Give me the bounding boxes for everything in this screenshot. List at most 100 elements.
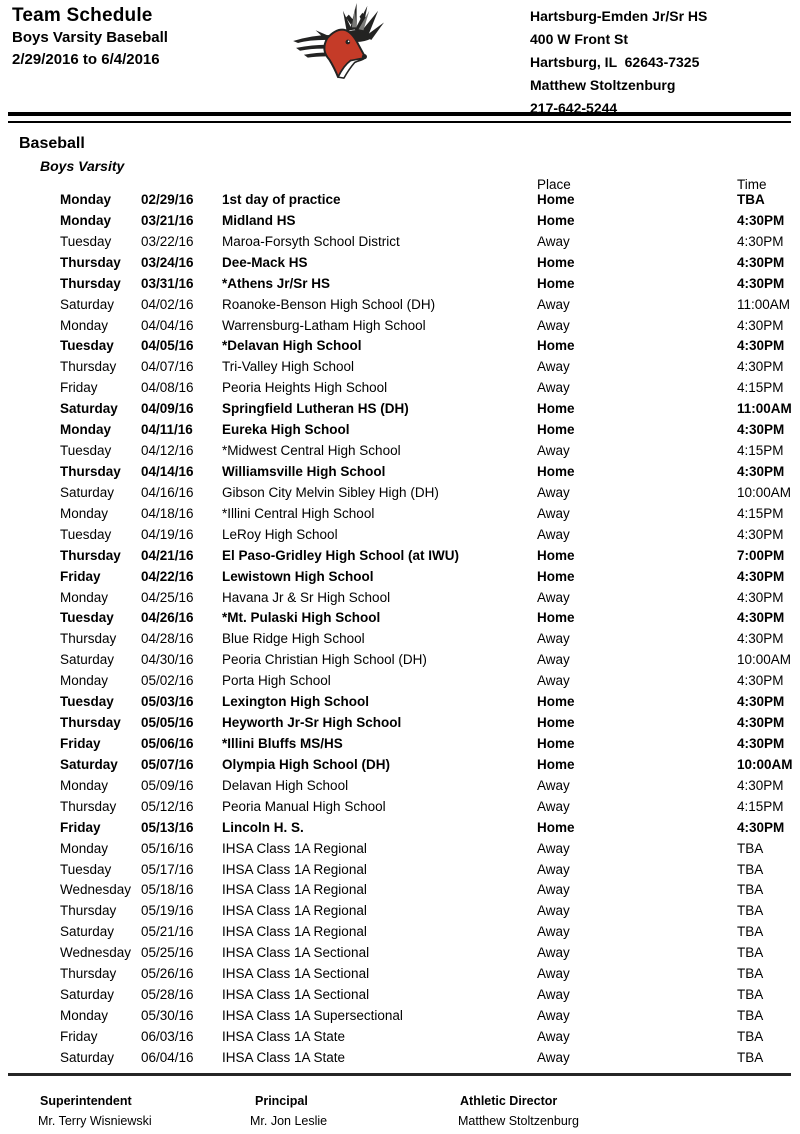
schedule-row: Monday 05/16/16 IHSA Class 1A Regional Away… [0,840,800,861]
page-title: Team Schedule [12,5,153,26]
cell-day: Tuesday [60,694,114,710]
cell-opp: IHSA Class 1A Sectional [222,966,370,982]
cell-day: Thursday [60,798,117,814]
cell-day: Saturday [60,652,115,668]
cell-date: 05/13/16 [141,819,194,835]
cell-place: Away [537,777,570,793]
cell-time: 4:30PM [737,254,785,270]
schedule-row: Monday 04/11/16 Eureka High School Home 4:30… [0,421,800,442]
cell-time: 11:00AM [737,401,792,417]
cell-day: Monday [60,505,109,521]
cell-date: 03/24/16 [141,254,194,270]
schedule-row: Monday 04/25/16 Havana Jr & Sr High School… [0,589,800,610]
cell-date: 04/16/16 [141,484,194,500]
cell-time: 11:00AM [737,296,791,312]
cell-day: Thursday [60,903,117,919]
cell-day: Monday [60,1007,109,1023]
cell-place: Home [537,192,575,207]
cell-time: 4:15PM [737,380,784,396]
cell-day: Monday [60,840,109,856]
cell-day: Monday [60,422,112,438]
cell-time: TBA [737,861,764,877]
cell-place: Away [537,652,570,668]
footer-title-athletic-director: Athletic Director [460,1094,558,1108]
cell-opp: Maroa-Forsyth School District [222,233,400,249]
cell-opp: IHSA Class 1A Regional [222,882,367,898]
cell-date: 04/26/16 [141,610,194,626]
cell-date: 05/18/16 [141,882,194,898]
cell-date: 05/30/16 [141,1007,194,1023]
cell-opp: *Mt. Pulaski High School [222,610,381,626]
column-header-time: Time [737,177,767,192]
cell-day: Thursday [60,254,121,270]
cell-place: Away [537,882,570,898]
schedule-row: Saturday 05/07/16 Olympia High School (DH)… [0,756,800,777]
cell-time: 10:00AM [737,756,793,772]
schedule-row: Wednesday 05/18/16 IHSA Class 1A Regional A… [0,881,800,902]
footer-name-athletic-director: Matthew Stoltzenburg [458,1114,579,1128]
cell-time: 4:30PM [737,338,785,354]
cell-place: Away [537,673,570,689]
schedule-row: Thursday 05/12/16 Peoria Manual High Schoo… [0,798,800,819]
cell-day: Thursday [60,715,121,731]
cell-place: Away [537,359,570,375]
cell-opp: Tri-Valley High School [222,359,355,375]
cell-place: Home [537,610,575,626]
cell-day: Tuesday [60,233,112,249]
schedule-row: Saturday 04/02/16 Roanoke-Benson High Scho… [0,296,800,317]
cell-opp: IHSA Class 1A Regional [222,924,367,940]
cell-time: TBA [737,1007,764,1023]
footer-name-superintendent: Mr. Terry Wisniewski [38,1114,152,1128]
cell-place: Away [537,945,570,961]
cell-date: 04/25/16 [141,589,194,605]
cell-date: 05/03/16 [141,694,194,710]
cell-opp: Peoria Christian High School (DH) [222,652,427,668]
cell-date: 03/21/16 [141,212,194,228]
cell-time: 7:00PM [737,547,785,563]
school-name: Hartsburg-Emden Jr/Sr HS [530,8,708,24]
cell-date: 05/21/16 [141,924,194,940]
cell-opp: IHSA Class 1A Regional [222,861,367,877]
cell-date: 04/09/16 [141,401,194,417]
cell-opp: Heyworth Jr-Sr High School [222,715,402,731]
cell-place: Home [537,756,575,772]
school-address-line1: 400 W Front St [530,31,629,47]
footer-title-superintendent: Superintendent [40,1094,132,1108]
cell-place: Away [537,1049,570,1065]
schedule-row: Saturday 04/30/16 Peoria Christian High Sc… [0,651,800,672]
cell-date: 05/07/16 [141,756,194,772]
schedule-row: Saturday 05/21/16 IHSA Class 1A Regional Aw… [0,923,800,944]
schedule-row: Friday 04/08/16 Peoria Heights High School… [0,379,800,400]
cell-day: Friday [60,819,101,835]
cell-day: Tuesday [60,338,114,354]
cell-place: Home [537,694,575,710]
schedule-row: Thursday 04/28/16 Blue Ridge High School Aw… [0,630,800,651]
schedule-row: Thursday 03/31/16 *Athens Jr/Sr HS Home 4:30… [0,275,800,296]
cell-place: Away [537,233,570,249]
contact-phone: 217-642-5244 [530,100,618,116]
cell-date: 04/21/16 [141,547,194,563]
cell-place: Away [537,840,570,856]
schedule-row: Monday 02/29/16 1st day of practice Home TBA [0,191,800,212]
cell-time: 4:30PM [737,422,785,438]
cell-place: Home [537,715,575,731]
cell-time: 10:00AM [737,652,792,668]
cell-time: TBA [737,840,764,856]
cell-day: Thursday [60,547,121,563]
cell-opp: *Illini Central High School [222,505,375,521]
cell-opp: IHSA Class 1A State [222,1049,346,1065]
cell-opp: Lincoln H. S. [222,819,304,835]
cell-place: Away [537,526,570,542]
school-info-block: Hartsburg-Emden Jr/Sr HS 400 W Front St … [530,5,707,120]
schedule-row: Monday 05/09/16 Delavan High School Away 4:3… [0,777,800,798]
cell-opp: IHSA Class 1A Sectional [222,987,370,1003]
cell-day: Saturday [60,401,118,417]
cell-date: 05/25/16 [141,945,194,961]
schedule-row: Thursday 04/21/16 El Paso-Gridley High Sch… [0,547,800,568]
cell-day: Thursday [60,631,117,647]
cell-date: 04/12/16 [141,443,194,459]
cell-opp: Williamsville High School [222,463,386,479]
cell-day: Tuesday [60,610,114,626]
cell-date: 04/28/16 [141,631,194,647]
cell-place: Away [537,1028,570,1044]
